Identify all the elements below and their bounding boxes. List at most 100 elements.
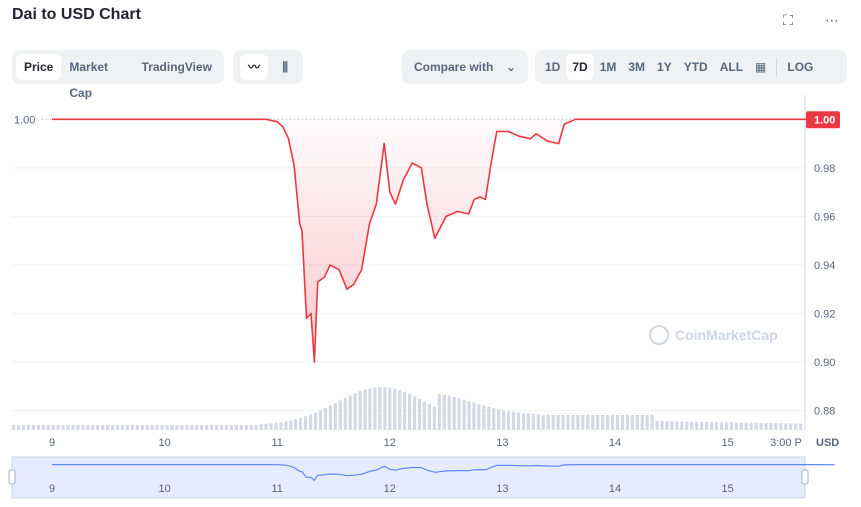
volume-bar <box>205 425 209 430</box>
tab-tradingview[interactable]: TradingView <box>141 60 212 74</box>
volume-bar <box>705 421 709 430</box>
volume-bar <box>462 399 466 430</box>
volume-bar <box>71 425 75 430</box>
y-tick-label: 0.88 <box>814 406 835 418</box>
range-7d[interactable]: 7D <box>566 54 594 80</box>
volume-bar <box>655 421 659 430</box>
volume-bar <box>91 425 95 430</box>
volume-bar <box>625 415 629 430</box>
volume-bar <box>526 413 530 430</box>
tab-market-cap[interactable]: Market Cap <box>69 60 109 100</box>
navigator-handle-left <box>8 469 16 485</box>
y-tick-label: 0.98 <box>814 163 835 175</box>
volume-bar <box>754 422 758 430</box>
volume-bar <box>323 408 328 430</box>
volume-bar <box>784 423 788 430</box>
volume-bar <box>170 425 174 430</box>
volume-bar <box>383 387 387 430</box>
volume-bar <box>398 390 402 430</box>
volume-bar <box>769 423 773 430</box>
volume-bar <box>719 422 724 430</box>
range-ytd[interactable]: YTD <box>683 60 708 74</box>
volume-bar <box>249 425 253 430</box>
candlestick-icon[interactable]: ⫼ <box>282 60 288 74</box>
volume-bar <box>556 415 560 430</box>
volume-bar <box>408 394 412 430</box>
volume-bar <box>175 425 179 430</box>
volume-bar <box>586 415 590 430</box>
current-price-badge <box>806 111 840 129</box>
volume-bar <box>551 415 555 430</box>
volume-bar <box>457 398 461 430</box>
volume-bar <box>566 415 570 430</box>
volume-bar <box>734 422 738 430</box>
volume-bar <box>165 425 169 430</box>
volume-bar <box>714 422 719 430</box>
volume-bar <box>660 421 664 430</box>
navigator-tick-label: 13 <box>496 483 508 495</box>
volume-bar <box>219 425 224 430</box>
volume-bar <box>492 408 496 430</box>
range-1d[interactable]: 1D <box>545 60 561 74</box>
volume-bar <box>739 422 743 430</box>
range-1m[interactable]: 1M <box>599 60 617 74</box>
navigator-tick-label: 12 <box>384 483 396 495</box>
volume-bar <box>442 394 446 430</box>
volume-bar <box>200 425 204 430</box>
volume-bar <box>145 425 149 430</box>
volume-bar <box>239 425 243 430</box>
volume-bar <box>115 425 120 430</box>
volume-bar <box>759 422 763 430</box>
y-tick-label: 0.96 <box>814 211 835 223</box>
volume-bar <box>591 415 595 430</box>
x-tick-label: 12 <box>384 437 396 449</box>
volume-bar <box>670 421 674 430</box>
volume-bar <box>66 425 70 430</box>
x-tick-label: 9 <box>49 437 55 449</box>
volume-bar <box>388 387 392 430</box>
chart-type-toggle: 〰 ⫼ <box>233 50 303 84</box>
more-dots-icon[interactable]: ⋯ <box>825 12 839 28</box>
volume-bar <box>665 421 669 430</box>
navigator-tick-label: 11 <box>271 483 282 495</box>
volume-bar <box>318 410 323 430</box>
volume-bar <box>244 425 248 430</box>
line-chart-icon[interactable]: 〰 <box>240 54 269 80</box>
volume-bar <box>393 388 397 430</box>
volume-bar <box>452 396 456 430</box>
tab-price[interactable]: Price <box>16 54 62 80</box>
volume-bar <box>195 425 199 430</box>
volume-bar <box>130 425 134 430</box>
volume-bar <box>56 425 60 430</box>
range-all[interactable]: ALL <box>719 60 744 74</box>
volume-bar <box>135 425 139 430</box>
volume-bar <box>511 411 516 430</box>
volume-bar <box>160 425 164 430</box>
volume-bar <box>348 395 352 430</box>
volume-bar <box>31 425 35 430</box>
volume-bar <box>264 423 268 430</box>
range-3m[interactable]: 3M <box>628 60 646 74</box>
compare-dropdown[interactable]: Compare with ⌄ <box>402 50 528 84</box>
volume-bar <box>180 425 184 430</box>
volume-bar <box>36 425 40 430</box>
volume-bar <box>541 415 545 430</box>
volume-bar <box>61 425 65 430</box>
coinmarketcap-logo-icon <box>649 325 669 345</box>
fullscreen-icon[interactable]: ⛶ <box>783 12 793 28</box>
volume-bar <box>125 425 130 430</box>
volume-bar <box>46 425 50 430</box>
volume-bar <box>86 425 90 430</box>
volume-bar <box>224 425 229 430</box>
volume-bar <box>155 425 159 430</box>
calendar-icon[interactable]: ▦ <box>755 60 767 74</box>
volume-bar <box>106 425 110 430</box>
volume-bar <box>81 425 85 430</box>
volume-bar <box>467 401 471 430</box>
range-1y[interactable]: 1Y <box>657 60 672 74</box>
log-toggle[interactable]: LOG <box>787 60 814 74</box>
volume-bar <box>581 415 585 430</box>
chart-title: Dai to USD Chart <box>12 6 141 23</box>
volume-bar <box>709 422 714 430</box>
